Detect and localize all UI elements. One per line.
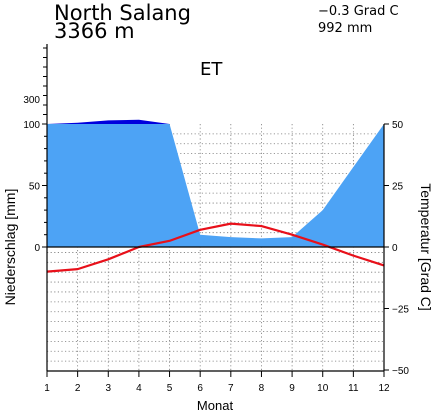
x-tick-label: 7 — [228, 383, 234, 394]
climate-classification: ET — [200, 59, 223, 80]
x-tick-label: 10 — [317, 383, 329, 394]
x-tick-label: 4 — [136, 383, 142, 394]
y-axis-left-label: Niederschlag [mm] — [2, 189, 18, 306]
x-tick-label: 2 — [75, 383, 81, 394]
y-left-tick-label: 0 — [34, 243, 40, 254]
temperature-line — [46, 222, 385, 273]
y-axis-right-label: Temperatur [Grad C] — [418, 183, 434, 311]
x-tick-label: 9 — [289, 383, 295, 394]
x-tick-label: 5 — [167, 383, 173, 394]
y-right-tick-label: 50 — [392, 120, 404, 131]
annual-temperature: −0.3 Grad C — [318, 4, 399, 19]
x-tick-label: 11 — [348, 383, 359, 394]
x-tick-label: 8 — [259, 383, 265, 394]
y-right-tick-label: −25 — [392, 305, 409, 316]
perhumid-area — [47, 119, 384, 124]
y-right-tick-label: 0 — [392, 243, 398, 254]
y-right-tick-label: 25 — [392, 182, 404, 193]
x-tick-label: 6 — [197, 383, 203, 394]
y-left-tick-label: 300 — [23, 95, 40, 106]
station-name: North Salang — [54, 1, 191, 25]
station-elevation: 3366 m — [54, 19, 135, 43]
x-axis-label: Monat — [197, 398, 234, 413]
y-left-tick-label: 50 — [29, 182, 41, 193]
y-right-tick-label: −50 — [392, 366, 409, 377]
annual-precipitation: 992 mm — [318, 21, 373, 36]
x-tick-label: 12 — [378, 383, 390, 394]
y-left-tick-label: 100 — [23, 120, 40, 131]
chart-axes — [46, 44, 385, 372]
x-tick-label: 3 — [105, 383, 111, 394]
x-tick-label: 1 — [44, 383, 50, 394]
precipitation-area — [47, 124, 384, 247]
